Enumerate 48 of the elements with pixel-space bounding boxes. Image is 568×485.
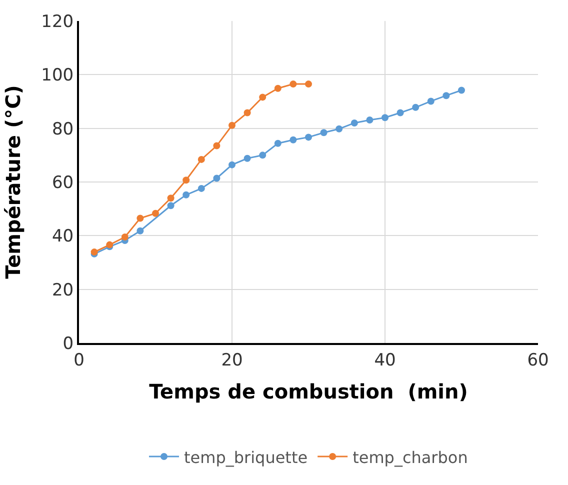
y-tick-label: 60	[52, 172, 74, 193]
x-tick-label: 60	[527, 350, 549, 370]
point	[244, 109, 251, 116]
legend-label: temp_charbon	[352, 448, 468, 467]
point	[458, 86, 465, 94]
point	[259, 152, 266, 159]
y-tick-label: 80	[52, 119, 74, 140]
point	[427, 98, 434, 105]
x-tick-label: 40	[374, 350, 396, 370]
point	[259, 94, 266, 101]
point	[152, 210, 159, 217]
point	[336, 125, 343, 132]
point	[442, 92, 450, 100]
y-tick-label: 120	[41, 12, 74, 32]
point	[274, 140, 282, 147]
point	[136, 227, 144, 234]
x-axis-title: Temps de combustion (min)	[149, 379, 468, 404]
point	[136, 214, 144, 222]
x-tick-label: 20	[221, 350, 243, 370]
point	[121, 234, 128, 241]
point	[290, 80, 297, 88]
point	[350, 119, 358, 126]
legend-label: temp_briquette	[184, 448, 308, 467]
point	[290, 136, 297, 144]
point	[213, 142, 220, 150]
y-tick-label: 40	[52, 226, 74, 247]
point	[305, 134, 312, 141]
point	[396, 109, 404, 116]
point	[182, 191, 190, 198]
point	[305, 80, 312, 88]
y-tick-label: 20	[52, 280, 74, 300]
y-tick-label: 100	[41, 66, 74, 86]
point	[182, 176, 190, 184]
point	[228, 122, 236, 129]
point	[320, 129, 328, 136]
point	[167, 202, 174, 210]
point	[244, 154, 251, 162]
point	[382, 114, 388, 122]
y-tick-label: 0	[62, 334, 74, 354]
point	[198, 184, 205, 192]
point	[274, 84, 282, 92]
point	[167, 194, 174, 202]
y-axis-title: Température (°C)	[1, 85, 26, 279]
point	[228, 161, 236, 168]
point	[412, 104, 420, 111]
point	[213, 174, 220, 182]
point	[366, 116, 374, 124]
point	[198, 156, 205, 163]
